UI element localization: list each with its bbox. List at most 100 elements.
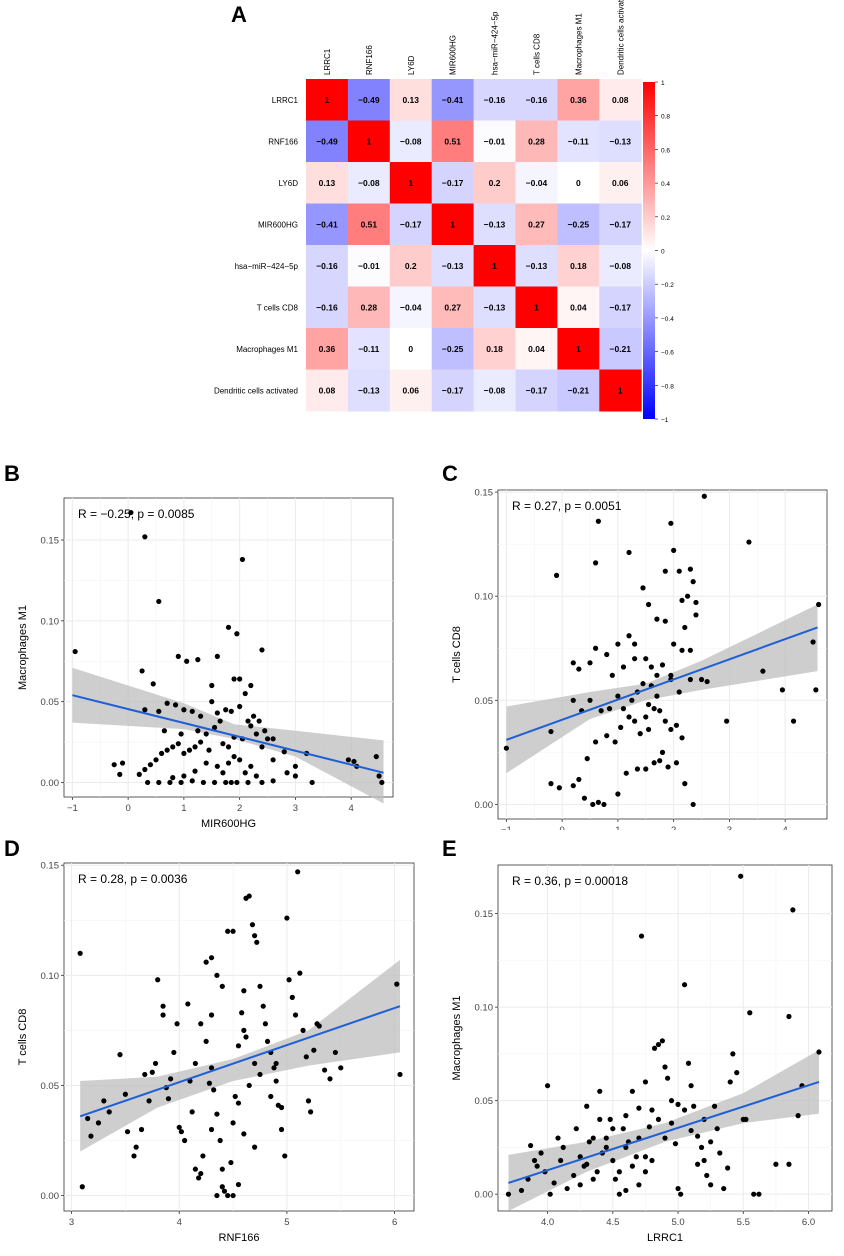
data-point (160, 1003, 166, 1009)
legend-tick-label: 0.4 (661, 181, 670, 188)
heatmap-cell (306, 79, 349, 121)
data-point (597, 1116, 603, 1122)
heatmap-cell-value: 1 (408, 178, 413, 188)
data-point (77, 950, 83, 956)
heatmap-cell-value: 1 (534, 302, 539, 312)
data-point (620, 706, 627, 712)
heatmap-cell (389, 286, 433, 329)
data-point (810, 639, 816, 645)
data-point (262, 1021, 268, 1027)
heatmap-cell (599, 79, 642, 121)
data-point (192, 1060, 198, 1067)
x-tick-label: 3 (69, 1217, 74, 1228)
heatmap-cell-value: −0.25 (568, 219, 590, 229)
regression-line (506, 626, 818, 741)
heatmap-cell (515, 286, 558, 329)
data-point (704, 678, 710, 685)
heatmap-cell (389, 120, 433, 163)
data-point (760, 668, 766, 674)
heatmap-cell (347, 162, 391, 204)
data-point (248, 723, 254, 729)
x-tick-label: 3 (293, 803, 298, 814)
data-point (560, 1144, 566, 1151)
legend-tick-label: 0 (661, 249, 665, 256)
heatmap-cell-value: −0.16 (526, 95, 548, 105)
data-point (620, 664, 627, 670)
heatmap-cell-value: 1 (576, 344, 581, 354)
x-tick-label: 5 (284, 1217, 289, 1228)
data-point (610, 1157, 616, 1164)
data-point (264, 1038, 271, 1045)
data-point (246, 1082, 252, 1089)
data-point (252, 933, 258, 939)
data-point (142, 766, 148, 773)
heatmap-cell-value: −0.17 (609, 302, 631, 312)
data-point (241, 1131, 247, 1137)
heatmap-cell (431, 245, 475, 287)
y-tick-label: 0.15 (475, 488, 494, 499)
data-point (604, 733, 610, 739)
data-point (175, 741, 181, 747)
data-point (246, 893, 252, 899)
data-point (181, 773, 187, 779)
y-tick-label: 0.05 (475, 1096, 494, 1107)
data-point (629, 697, 635, 703)
x-tick-label: 5.0 (671, 1217, 684, 1228)
heatmap-cell-value: 0.08 (319, 385, 336, 395)
heatmap-cell (599, 162, 642, 204)
data-point (248, 682, 254, 689)
heatmap-cell-value: −0.17 (442, 178, 464, 188)
heatmap-cell-value: 0.06 (612, 178, 629, 188)
data-point (503, 745, 509, 751)
data-point (642, 1154, 649, 1160)
heatmap-cell-value: −0.08 (484, 385, 506, 395)
data-point (289, 994, 295, 1000)
data-point (779, 687, 785, 693)
scatter-plot-b: −1 0 1 2 3 4 0.00 0.05 0.10 0.15 R = −0.25, p = 0.… (17, 497, 394, 830)
data-point (158, 750, 165, 756)
heatmap-cell (306, 245, 349, 287)
heatmap-cell-value: 0.51 (444, 136, 461, 146)
heatmap-row-label: hsa−miR−424−5p (235, 262, 299, 271)
data-point (167, 779, 173, 786)
data-point (206, 747, 212, 753)
heatmap-cell-value: −0.13 (442, 261, 464, 271)
heatmap-cell-value: −0.17 (609, 219, 631, 229)
heatmap-cell-value: 1 (492, 261, 497, 271)
data-point (273, 1060, 279, 1067)
data-point (693, 599, 699, 606)
data-point (351, 758, 357, 765)
heatmap-cell-value: −0.11 (358, 344, 379, 354)
data-point (214, 1192, 220, 1199)
heatmap-cell (431, 286, 475, 329)
data-point (223, 707, 229, 713)
heatmap-row-label: LRRC1 (272, 96, 299, 105)
data-point (79, 1184, 85, 1190)
data-point (618, 724, 624, 730)
data-point (651, 1045, 658, 1051)
y-tick-label: 0.10 (475, 1003, 494, 1014)
x-tick-label: 4 (177, 1217, 182, 1228)
data-point (654, 693, 660, 699)
data-point (252, 1144, 258, 1150)
data-point (773, 1161, 779, 1167)
data-point (316, 1023, 322, 1029)
data-point (270, 736, 276, 742)
heatmap-cell (515, 245, 558, 287)
data-point (168, 1076, 174, 1082)
data-point (297, 970, 303, 976)
data-point (259, 779, 265, 786)
data-point (241, 988, 247, 994)
data-point (790, 907, 796, 913)
data-point (662, 1135, 668, 1141)
heatmap-row-label: RNF166 (268, 137, 298, 146)
data-point (198, 1170, 204, 1177)
data-point (671, 547, 677, 553)
data-point (284, 770, 290, 776)
heatmap-cell-value: 0.04 (528, 344, 545, 354)
y-tick-label: 0.10 (41, 971, 60, 982)
data-point (282, 1153, 288, 1159)
heatmap-cell (389, 369, 433, 412)
heatmap-column-label: hsa−miR−424−5p (491, 11, 500, 75)
data-point (816, 1049, 822, 1055)
